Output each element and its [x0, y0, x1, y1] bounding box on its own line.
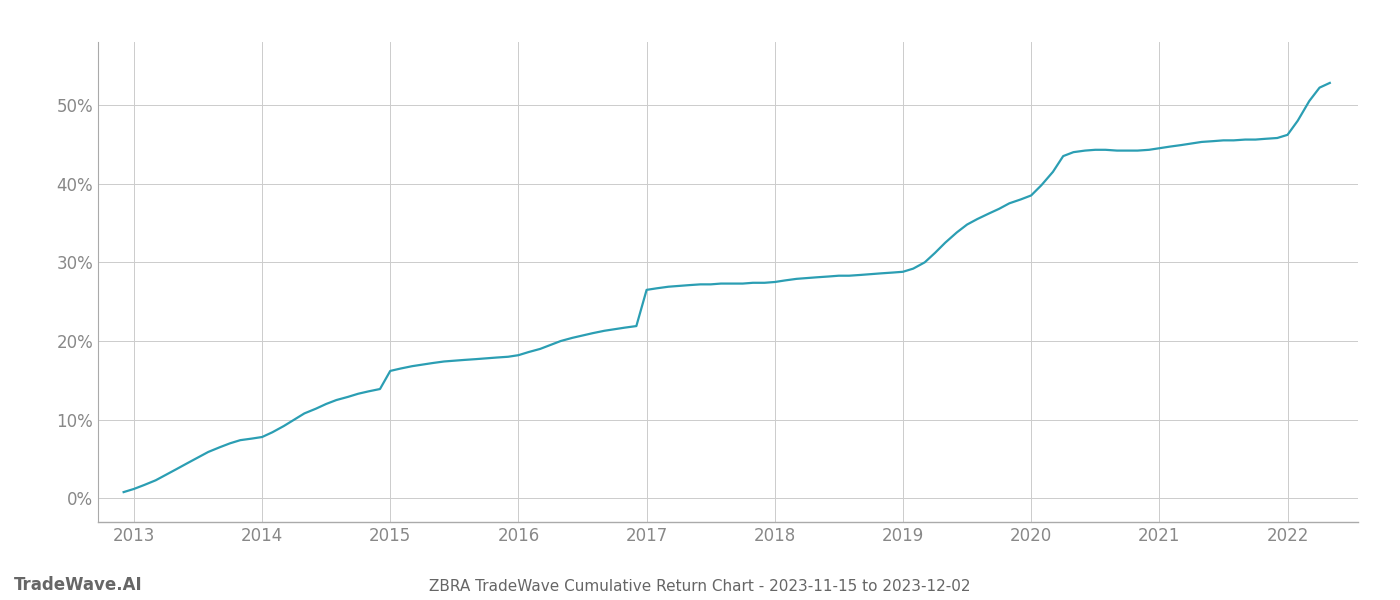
Text: ZBRA TradeWave Cumulative Return Chart - 2023-11-15 to 2023-12-02: ZBRA TradeWave Cumulative Return Chart -… [430, 579, 970, 594]
Text: TradeWave.AI: TradeWave.AI [14, 576, 143, 594]
